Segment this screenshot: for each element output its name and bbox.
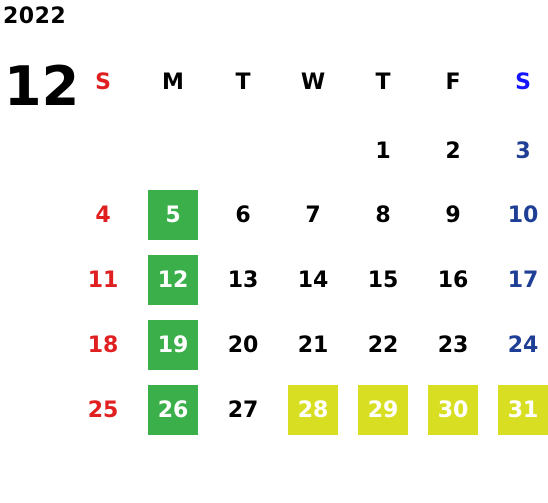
day-cell[interactable]: 15 — [367, 267, 399, 293]
day-cell[interactable]: 23 — [437, 332, 469, 358]
day-cell[interactable]: 20 — [227, 332, 259, 358]
day-cell[interactable]: 27 — [227, 397, 259, 423]
calendar-grid: S M T W T F S 1 2 3 4 5 6 7 8 9 10 11 12 13 14 15 16 17 18 19 20 21… — [68, 60, 548, 460]
day-cell[interactable]: 7 — [305, 202, 321, 228]
day-cell[interactable]: 8 — [375, 202, 391, 228]
weekday-header: S — [515, 69, 531, 95]
highlighted-day-cell[interactable]: 29 — [358, 385, 408, 435]
year-label: 2022 — [3, 4, 67, 29]
weekday-header: S — [95, 69, 111, 95]
highlighted-day-cell[interactable]: 28 — [288, 385, 338, 435]
day-cell[interactable]: 14 — [297, 267, 329, 293]
highlighted-day-cell[interactable]: 31 — [498, 385, 548, 435]
day-cell[interactable]: 1 — [375, 138, 391, 164]
weekday-header: T — [235, 69, 251, 95]
month-number: 12 — [4, 55, 80, 118]
day-cell[interactable]: 4 — [95, 202, 111, 228]
day-cell[interactable]: 18 — [87, 332, 119, 358]
day-cell[interactable]: 11 — [87, 267, 119, 293]
weekday-header: M — [162, 69, 184, 95]
day-cell[interactable]: 6 — [235, 202, 251, 228]
day-cell[interactable]: 17 — [507, 267, 539, 293]
highlighted-day-cell[interactable]: 19 — [148, 320, 198, 370]
weekday-header: W — [300, 69, 326, 95]
highlighted-day-cell[interactable]: 30 — [428, 385, 478, 435]
day-cell[interactable]: 10 — [507, 202, 539, 228]
highlighted-day-cell[interactable]: 26 — [148, 385, 198, 435]
day-cell[interactable]: 24 — [507, 332, 539, 358]
day-cell[interactable]: 21 — [297, 332, 329, 358]
weekday-header: T — [375, 69, 391, 95]
day-cell[interactable]: 22 — [367, 332, 399, 358]
day-cell[interactable]: 25 — [87, 397, 119, 423]
highlighted-day-cell[interactable]: 12 — [148, 255, 198, 305]
day-cell[interactable]: 2 — [445, 138, 461, 164]
weekday-header: F — [445, 69, 461, 95]
day-cell[interactable]: 13 — [227, 267, 259, 293]
day-cell[interactable]: 16 — [437, 267, 469, 293]
day-cell[interactable]: 3 — [515, 138, 531, 164]
day-cell[interactable]: 9 — [445, 202, 461, 228]
highlighted-day-cell[interactable]: 5 — [148, 190, 198, 240]
